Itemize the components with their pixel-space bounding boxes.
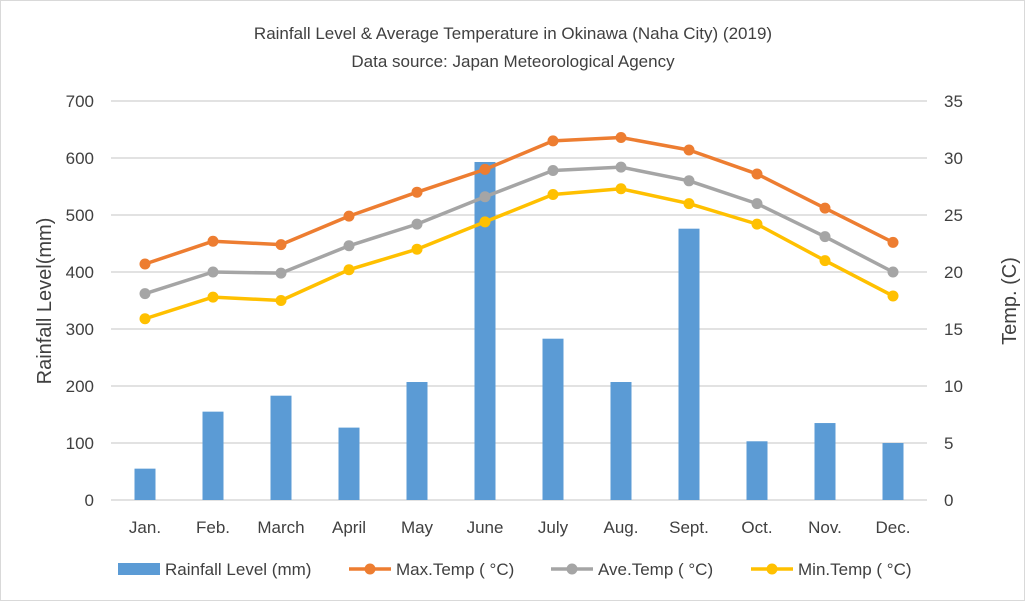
point-ave-temp — [207, 266, 219, 278]
y-tick-label: 600 — [66, 149, 94, 168]
y2-tick-label: 20 — [944, 263, 963, 282]
x-tick-label: March — [257, 518, 304, 537]
bar-rainfall — [746, 441, 768, 500]
legend-label: Min.Temp ( °C) — [798, 560, 912, 579]
point-max-temp — [751, 168, 763, 180]
point-ave-temp — [751, 198, 763, 210]
y-tick-label: 200 — [66, 377, 94, 396]
legend-label: Max.Temp ( °C) — [396, 560, 514, 579]
bar-rainfall — [678, 228, 700, 500]
point-min-temp — [275, 295, 287, 306]
y-tick-label: 400 — [66, 263, 94, 282]
x-tick-label: June — [467, 518, 504, 537]
y2-tick-label: 10 — [944, 377, 963, 396]
bar-rainfall — [338, 427, 360, 500]
y2-tick-label: 5 — [944, 434, 953, 453]
point-max-temp — [275, 239, 287, 251]
point-ave-temp — [819, 231, 831, 243]
y-tick-label: 0 — [85, 491, 94, 510]
legend-label: Rainfall Level (mm) — [165, 560, 311, 579]
line-ave-temp — [144, 165, 894, 296]
y2-tick-label: 0 — [944, 491, 953, 510]
x-tick-label: Jan. — [129, 518, 161, 537]
bar-rainfall — [814, 423, 836, 500]
bar-rainfall — [882, 443, 904, 500]
x-tick-label: July — [538, 518, 569, 537]
y-tick-label: 700 — [66, 92, 94, 111]
legend-swatch-marker — [364, 563, 376, 575]
y2-tick-label: 35 — [944, 92, 963, 111]
legend-label: Ave.Temp ( °C) — [598, 560, 713, 579]
point-max-temp — [683, 144, 695, 156]
point-min-temp — [411, 243, 423, 255]
x-tick-label: Feb. — [196, 518, 230, 537]
point-ave-temp — [343, 240, 355, 252]
y2-tick-label: 15 — [944, 320, 963, 339]
chart-subtitle: Data source: Japan Meteorological Agency — [351, 52, 675, 71]
point-ave-temp — [615, 161, 627, 173]
point-max-temp — [615, 131, 627, 143]
y2-axis-label: Temp. (C) — [999, 257, 1021, 345]
bar-rainfall — [474, 161, 496, 501]
point-max-temp — [479, 163, 491, 175]
legend-swatch-rainfall — [118, 563, 160, 575]
point-max-temp — [819, 202, 831, 214]
point-min-temp — [887, 290, 899, 302]
bar-rainfall — [202, 411, 224, 500]
point-ave-temp — [683, 175, 695, 187]
bar-rainfall — [134, 468, 156, 500]
x-tick-label: Sept. — [669, 518, 709, 537]
point-min-temp — [683, 198, 695, 210]
point-max-temp — [547, 135, 559, 147]
point-ave-temp — [411, 218, 423, 230]
y-tick-label: 500 — [66, 206, 94, 225]
y-tick-label: 300 — [66, 320, 94, 339]
bar-rainfall — [270, 395, 292, 500]
point-max-temp — [411, 186, 423, 198]
x-tick-label: Oct. — [741, 518, 772, 537]
point-min-temp — [615, 183, 627, 195]
y-tick-label: 100 — [66, 434, 94, 453]
bar-rainfall — [542, 338, 564, 500]
point-min-temp — [819, 255, 831, 267]
x-tick-label: Aug. — [604, 518, 639, 537]
bar-rainfall — [406, 382, 428, 500]
x-tick-label: Dec. — [876, 518, 911, 537]
point-ave-temp — [887, 266, 899, 278]
y2-tick-label: 30 — [944, 149, 963, 168]
line-max-temp — [144, 135, 894, 266]
point-ave-temp — [547, 165, 559, 177]
point-min-temp — [547, 188, 559, 200]
chart-title: Rainfall Level & Average Temperature in … — [254, 24, 772, 43]
y2-tick-label: 25 — [944, 206, 963, 225]
line-min-temp — [144, 187, 894, 321]
point-max-temp — [887, 236, 899, 248]
point-max-temp — [139, 258, 151, 270]
point-min-temp — [751, 218, 763, 230]
y-axis-label: Rainfall Level(mm) — [34, 218, 56, 385]
point-min-temp — [207, 291, 219, 303]
point-max-temp — [343, 210, 355, 222]
point-min-temp — [139, 313, 151, 325]
bar-rainfall — [610, 382, 632, 500]
point-min-temp — [479, 216, 491, 228]
point-ave-temp — [139, 288, 151, 300]
x-tick-label: May — [401, 518, 434, 537]
legend-swatch-marker — [766, 563, 778, 575]
legend-swatch-marker — [566, 563, 578, 575]
point-max-temp — [207, 235, 219, 247]
x-tick-label: April — [332, 518, 366, 537]
x-tick-label: Nov. — [808, 518, 842, 537]
point-min-temp — [343, 264, 355, 276]
point-ave-temp — [275, 267, 287, 279]
point-ave-temp — [479, 191, 491, 203]
